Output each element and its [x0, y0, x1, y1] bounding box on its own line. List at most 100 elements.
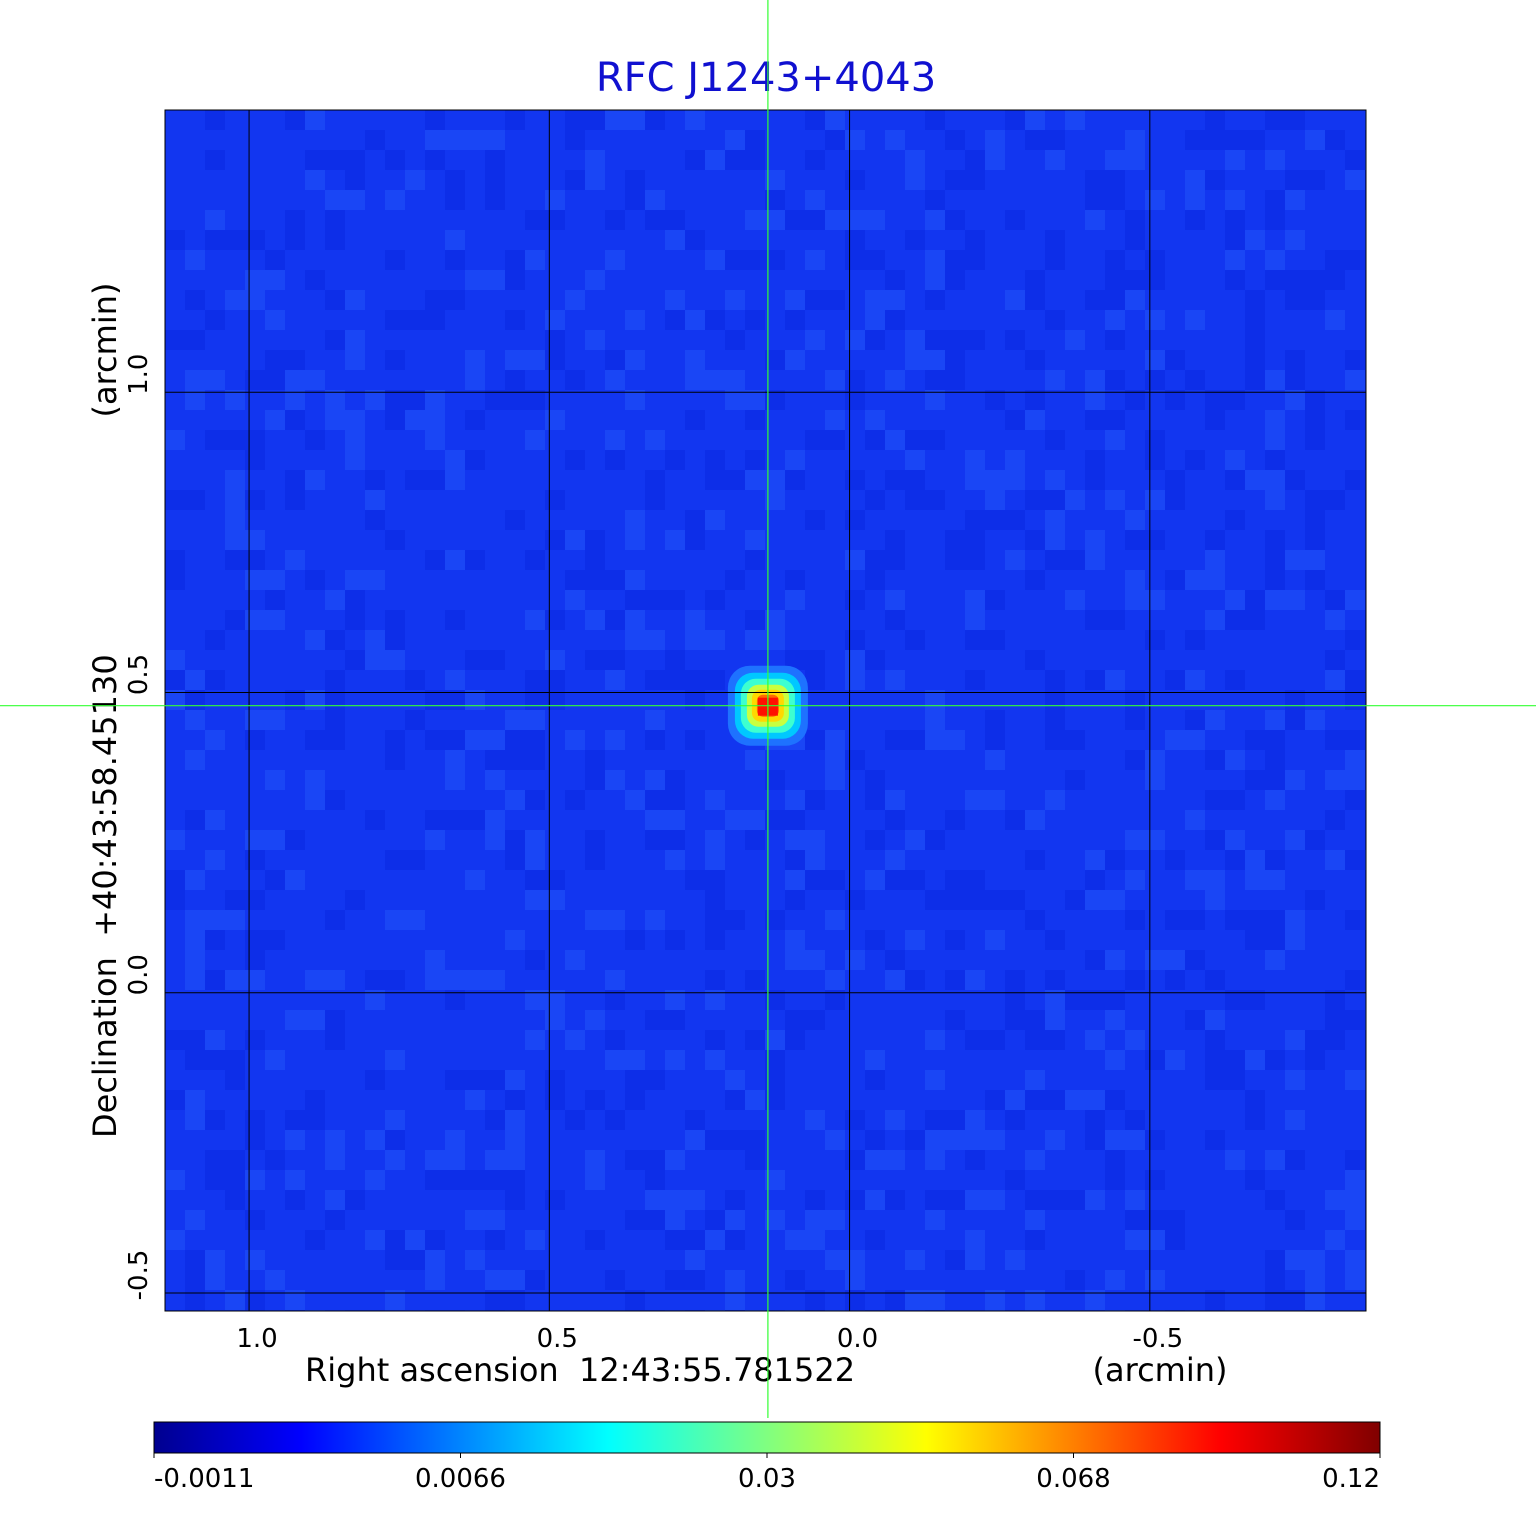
noise-cell: [605, 1030, 625, 1050]
noise-cell: [1305, 1050, 1325, 1070]
noise-cell: [1265, 1050, 1285, 1070]
noise-cell: [385, 190, 405, 210]
noise-cell: [705, 370, 725, 390]
noise-cell: [265, 570, 285, 590]
noise-cell: [765, 910, 785, 930]
noise-cell: [225, 550, 245, 570]
noise-cell: [425, 810, 445, 830]
noise-cell: [305, 1310, 325, 1311]
noise-cell: [805, 290, 825, 310]
noise-cell: [385, 610, 405, 630]
noise-cell: [425, 830, 445, 850]
noise-cell: [825, 910, 845, 930]
noise-cell: [845, 950, 865, 970]
noise-cell: [505, 350, 525, 370]
noise-cell: [905, 930, 925, 950]
noise-cell: [945, 890, 965, 910]
noise-cell: [725, 150, 745, 170]
noise-cell: [165, 690, 185, 710]
noise-cell: [605, 450, 625, 470]
noise-cell: [1045, 730, 1065, 750]
noise-cell: [365, 970, 385, 990]
noise-cell: [185, 710, 205, 730]
noise-cell: [625, 110, 645, 130]
noise-cell: [1265, 430, 1285, 450]
noise-cell: [1065, 1270, 1085, 1290]
noise-cell: [745, 1150, 765, 1170]
noise-cell: [1365, 1290, 1366, 1310]
noise-cell: [945, 1190, 965, 1210]
noise-cell: [1285, 1070, 1305, 1090]
noise-cell: [805, 790, 825, 810]
noise-cell: [325, 910, 345, 930]
noise-cell: [985, 510, 1005, 530]
noise-cell: [925, 1130, 945, 1150]
noise-cell: [1285, 690, 1305, 710]
noise-cell: [1305, 530, 1325, 550]
noise-cell: [645, 670, 665, 690]
noise-cell: [365, 490, 385, 510]
noise-cell: [745, 450, 765, 470]
noise-cell: [325, 210, 345, 230]
noise-cell: [425, 290, 445, 310]
noise-cell: [685, 630, 705, 650]
noise-cell: [1105, 370, 1125, 390]
noise-cell: [805, 430, 825, 450]
noise-cell: [525, 690, 545, 710]
noise-cell: [325, 670, 345, 690]
noise-cell: [305, 370, 325, 390]
noise-cell: [1045, 790, 1065, 810]
noise-cell: [685, 370, 705, 390]
noise-cell: [705, 1310, 725, 1311]
noise-cell: [865, 490, 885, 510]
noise-cell: [365, 1310, 385, 1311]
noise-cell: [485, 270, 505, 290]
noise-cell: [1085, 990, 1105, 1010]
noise-cell: [385, 150, 405, 170]
noise-cell: [1185, 1010, 1205, 1030]
noise-cell: [765, 390, 785, 410]
noise-cell: [945, 550, 965, 570]
noise-cell: [245, 530, 265, 550]
noise-cell: [965, 970, 985, 990]
noise-cell: [525, 390, 545, 410]
noise-cell: [605, 250, 625, 270]
noise-cell: [605, 210, 625, 230]
noise-cell: [745, 1090, 765, 1110]
noise-cell: [805, 730, 825, 750]
noise-cell: [245, 730, 265, 750]
noise-cell: [525, 850, 545, 870]
noise-cell: [485, 130, 505, 150]
noise-cell: [845, 390, 865, 410]
noise-cell: [1305, 270, 1325, 290]
noise-cell: [385, 530, 405, 550]
noise-cell: [525, 950, 545, 970]
noise-cell: [1185, 130, 1205, 150]
noise-cell: [945, 810, 965, 830]
noise-cell: [1025, 530, 1045, 550]
noise-cell: [365, 810, 385, 830]
x-tick-labels: 1.0 0.5 0.0 -0.5: [236, 1324, 1183, 1354]
noise-cell: [545, 1190, 565, 1210]
noise-cell: [185, 1310, 205, 1311]
noise-cell: [805, 110, 825, 130]
noise-cell: [1165, 1230, 1185, 1250]
noise-cell: [1125, 270, 1145, 290]
noise-cell: [1145, 1230, 1165, 1250]
noise-cell: [245, 1170, 265, 1190]
noise-cell: [1285, 930, 1305, 950]
noise-cell: [705, 1050, 725, 1070]
noise-cell: [1165, 570, 1185, 590]
noise-cell: [165, 550, 185, 570]
noise-cell: [1165, 970, 1185, 990]
noise-cell: [1265, 150, 1285, 170]
noise-cell: [1305, 710, 1325, 730]
noise-cell: [1125, 830, 1145, 850]
noise-cell: [765, 1030, 785, 1050]
noise-cell: [245, 270, 265, 290]
noise-cell: [825, 1210, 845, 1230]
colorbar-tick-label: 0.03: [738, 1464, 796, 1494]
noise-cell: [1045, 370, 1065, 390]
noise-cell: [1185, 210, 1205, 230]
noise-cell: [1285, 1210, 1305, 1230]
